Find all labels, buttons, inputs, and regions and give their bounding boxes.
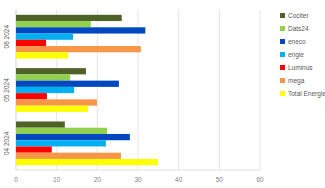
axis-line: [16, 170, 260, 171]
bar: [16, 99, 97, 105]
bar: [16, 159, 158, 165]
bar: [16, 46, 141, 52]
tick-label: 20: [94, 176, 102, 183]
grid-line: [260, 10, 261, 170]
legend-swatch: [280, 65, 285, 70]
bar: [16, 68, 86, 74]
bar: [16, 21, 91, 27]
grid-line: [219, 10, 220, 170]
grid-line: [178, 10, 179, 170]
legend-label: Luminus: [288, 64, 313, 71]
chart: 0 10 20 30 40 50 60 04 2024 05 2024 06 2024 Cocite…: [0, 0, 325, 188]
tick-label: 0: [14, 176, 18, 183]
legend-swatch: [280, 52, 285, 57]
bar: [16, 52, 68, 58]
bar: [16, 74, 70, 80]
tick-label: 30: [134, 176, 142, 183]
legend-label: Cociter: [288, 12, 309, 19]
bar: [16, 146, 52, 152]
category-label: 04 2024: [3, 131, 10, 155]
tick-label: 40: [175, 176, 183, 183]
legend-swatch: [280, 39, 285, 44]
legend-swatch: [280, 91, 285, 96]
bar: [16, 34, 73, 40]
tick-label: 50: [216, 176, 224, 183]
legend-swatch: [280, 78, 285, 83]
tick-label: 10: [53, 176, 61, 183]
bar: [16, 140, 106, 146]
bar: [16, 134, 130, 140]
legend-swatch: [280, 26, 285, 31]
category-label: 06 2024: [3, 25, 10, 49]
bar: [16, 106, 88, 112]
legend-label: Total Energie: [288, 90, 325, 98]
legend-label: engie: [288, 51, 304, 59]
legend-label: mega: [288, 77, 305, 85]
bar: [16, 93, 47, 99]
bars: [16, 15, 158, 165]
legend-label: Dats24: [288, 25, 309, 32]
bar: [16, 87, 74, 93]
category-label: 05 2024: [3, 78, 10, 102]
bar: [16, 15, 122, 21]
bar: [16, 81, 119, 87]
bar: [16, 27, 145, 33]
bar: [16, 40, 46, 46]
bar: [16, 153, 121, 159]
tick-label: 60: [256, 176, 264, 183]
bar: [16, 128, 107, 134]
grid-line: [138, 10, 139, 170]
legend-swatch: [280, 13, 285, 18]
bar: [16, 121, 65, 127]
legend-label: eneco: [288, 38, 306, 45]
